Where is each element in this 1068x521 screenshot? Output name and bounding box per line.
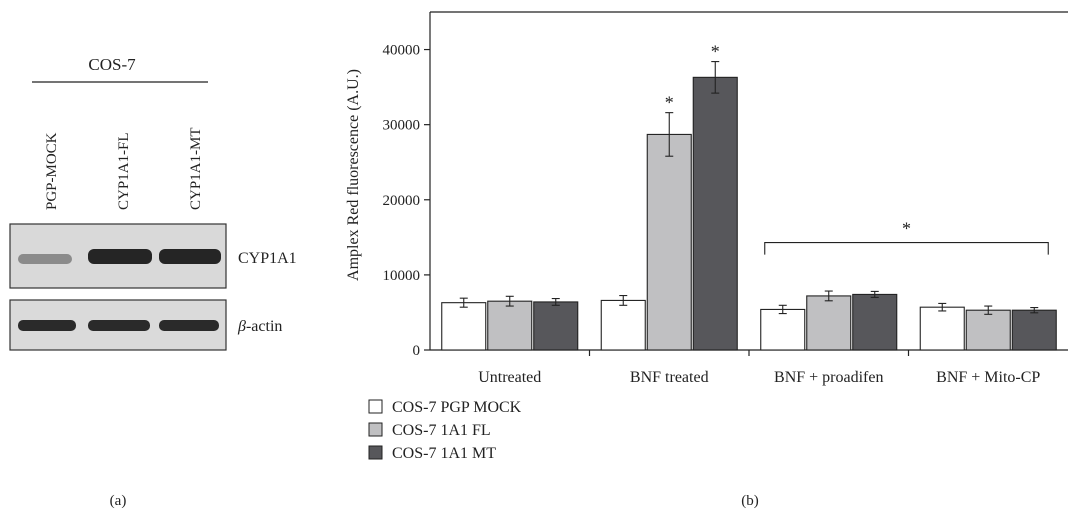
bracket-asterisk: * xyxy=(902,219,911,239)
significance-bracket xyxy=(764,242,1049,255)
legend-label: COS-7 PGP MOCK xyxy=(392,399,522,416)
legend-swatch xyxy=(368,399,383,414)
y-tick-label: 10000 xyxy=(383,268,421,284)
y-tick-label: 0 xyxy=(413,343,421,359)
western-blot-panel: COS-7 PGP-MOCK CYP1A1-FL CYP1A1-MT CYP1A… xyxy=(9,55,297,509)
blot-band xyxy=(88,320,150,331)
bar xyxy=(1011,309,1057,351)
bar xyxy=(760,308,806,351)
bar xyxy=(692,76,738,351)
annotations: * * * xyxy=(665,42,1049,255)
x-tick-label: Untreated xyxy=(478,369,541,386)
bar-chart: 0 10000 20000 30000 40000 Untreated BNF treat… xyxy=(345,11,1068,509)
x-tick-label: BNF treated xyxy=(630,369,709,386)
bar-series xyxy=(441,61,1057,351)
panel-a-caption: (a) xyxy=(110,493,127,509)
y-tick-label: 20000 xyxy=(383,193,421,209)
cell-line-label: COS-7 xyxy=(88,55,136,74)
legend: COS-7 PGP MOCK COS-7 1A1 FL COS-7 1A1 MT xyxy=(368,399,522,462)
lane-label-3: CYP1A1-MT xyxy=(188,127,204,210)
legend-swatch xyxy=(368,445,383,460)
bar xyxy=(533,301,579,351)
significance-asterisk: * xyxy=(711,42,720,62)
x-axis: Untreated BNF treated BNF + proadifen BNF +… xyxy=(430,349,1068,386)
bar xyxy=(600,299,646,351)
significance-asterisk: * xyxy=(665,93,674,113)
y-tick-label: 30000 xyxy=(383,118,421,134)
y-axis: 0 10000 20000 30000 40000 xyxy=(383,11,1068,359)
bar xyxy=(646,133,692,351)
bar xyxy=(487,300,533,351)
beta-symbol: β xyxy=(237,318,246,335)
legend-swatch xyxy=(368,422,383,437)
bar xyxy=(852,293,898,351)
y-tick-label: 40000 xyxy=(383,43,421,59)
bar xyxy=(919,306,965,351)
blot-beta-actin xyxy=(9,299,227,351)
blot-band xyxy=(159,320,219,331)
blot-cyp1a1 xyxy=(9,223,227,289)
bar xyxy=(806,295,852,351)
x-tick-label: BNF + proadifen xyxy=(774,369,883,386)
lane-label-1: PGP-MOCK xyxy=(44,132,60,210)
blot-label-beta-actin: β-actin xyxy=(237,318,282,335)
legend-label: COS-7 1A1 MT xyxy=(392,445,496,462)
actin-text: -actin xyxy=(246,318,282,335)
x-tick-label: BNF + Mito-CP xyxy=(936,369,1040,386)
blot-band xyxy=(18,254,72,264)
bar xyxy=(441,302,487,351)
y-axis-label: Amplex Red fluorescence (A.U.) xyxy=(345,69,362,281)
bar xyxy=(965,309,1011,351)
blot-band xyxy=(18,320,76,331)
lane-label-2: CYP1A1-FL xyxy=(116,132,132,210)
blot-band xyxy=(88,249,152,264)
legend-label: COS-7 1A1 FL xyxy=(392,422,491,439)
panel-b-caption: (b) xyxy=(741,493,759,509)
blot-label-cyp1a1: CYP1A1 xyxy=(238,250,297,267)
blot-band xyxy=(159,249,221,264)
